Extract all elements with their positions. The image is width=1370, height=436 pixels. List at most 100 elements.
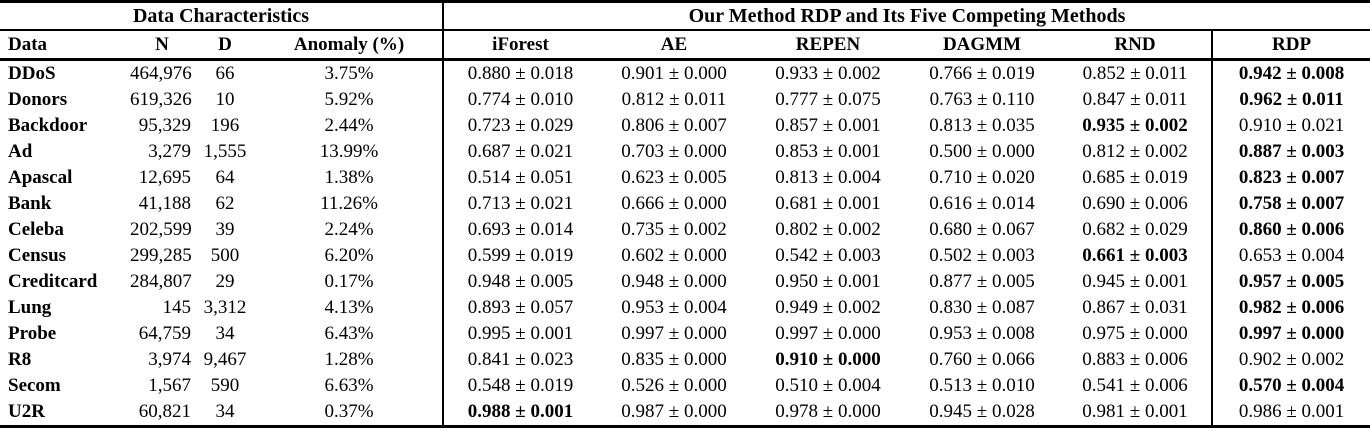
anomaly-cell: 6.63% — [256, 373, 444, 399]
n-cell: 299,285 — [130, 245, 192, 266]
rnd-score-cell: 0.661 ± 0.003 — [1059, 243, 1213, 269]
d-cell: 66 — [215, 63, 235, 84]
anomaly-cell: 1.28% — [256, 347, 444, 373]
rdp-score-cell: 0.902 ± 0.002 — [1238, 349, 1345, 370]
column-header-row: Data N D Anomaly (%) iForest AE REPEN DA… — [0, 30, 1370, 61]
d-cell: 500 — [210, 245, 240, 266]
rnd-score-cell: 0.935 ± 0.002 — [1059, 113, 1213, 139]
dagmm-score-cell: 0.680 ± 0.067 — [929, 219, 1035, 240]
iforest-score-cell: 0.599 ± 0.019 — [467, 245, 574, 266]
d-cell: 1,555 — [203, 141, 247, 162]
dataset-name-cell: Secom — [8, 375, 61, 396]
d-cell: 34 — [215, 323, 235, 344]
dagmm-score-cell: 0.877 ± 0.005 — [929, 271, 1035, 292]
n-cell: 464,976 — [130, 63, 192, 84]
dagmm-score-cell: 0.760 ± 0.066 — [929, 349, 1035, 370]
iforest-score-cell: 0.723 ± 0.029 — [467, 115, 574, 136]
table-row: Backdoor 95,329 196 2.44% 0.723 ± 0.029 … — [0, 113, 1370, 139]
iforest-score-cell: 0.514 ± 0.051 — [467, 167, 574, 188]
ae-score-cell: 0.526 ± 0.000 — [621, 375, 727, 396]
dagmm-score-cell: 0.953 ± 0.008 — [929, 323, 1035, 344]
repen-score-cell: 0.813 ± 0.004 — [775, 167, 881, 188]
iforest-score-cell: 0.893 ± 0.057 — [467, 297, 574, 318]
group-header-methods: Our Method RDP and Its Five Competing Me… — [443, 1, 1370, 31]
iforest-score-cell: 0.548 ± 0.019 — [467, 375, 574, 396]
table-row: U2R 60,821 34 0.37% 0.988 ± 0.001 0.987 … — [0, 399, 1370, 427]
iforest-score-cell: 0.988 ± 0.001 — [467, 401, 574, 422]
column-header-n: N — [130, 30, 194, 61]
anomaly-cell: 4.13% — [256, 295, 444, 321]
iforest-score-cell: 0.774 ± 0.010 — [467, 89, 574, 110]
anomaly-cell: 0.37% — [256, 399, 444, 427]
group-header-data-characteristics: Data Characteristics — [0, 1, 444, 31]
rnd-score-cell: 0.541 ± 0.006 — [1059, 373, 1213, 399]
repen-score-cell: 0.777 ± 0.075 — [775, 89, 881, 110]
ae-score-cell: 0.703 ± 0.000 — [621, 141, 727, 162]
table-row: Secom 1,567 590 6.63% 0.548 ± 0.019 0.52… — [0, 373, 1370, 399]
n-cell: 95,329 — [138, 115, 191, 136]
anomaly-cell: 2.44% — [256, 113, 444, 139]
dagmm-score-cell: 0.500 ± 0.000 — [929, 141, 1035, 162]
rnd-score-cell: 0.883 ± 0.006 — [1059, 347, 1213, 373]
n-cell: 1,567 — [148, 375, 191, 396]
d-cell: 29 — [215, 271, 235, 292]
anomaly-cell: 3.75% — [256, 59, 444, 87]
column-header-d: D — [194, 30, 256, 61]
dagmm-score-cell: 0.766 ± 0.019 — [929, 63, 1035, 84]
repen-score-cell: 0.510 ± 0.004 — [775, 375, 881, 396]
rdp-score-cell: 0.887 ± 0.003 — [1238, 141, 1345, 162]
iforest-score-cell: 0.693 ± 0.014 — [467, 219, 574, 240]
n-cell: 145 — [162, 297, 192, 318]
dagmm-score-cell: 0.813 ± 0.035 — [929, 115, 1035, 136]
dataset-name-cell: U2R — [8, 401, 45, 422]
n-cell: 284,807 — [130, 271, 192, 292]
anomaly-cell: 2.24% — [256, 217, 444, 243]
iforest-score-cell: 0.880 ± 0.018 — [467, 63, 574, 84]
anomaly-cell: 6.20% — [256, 243, 444, 269]
ae-score-cell: 0.812 ± 0.011 — [621, 89, 727, 110]
repen-score-cell: 0.802 ± 0.002 — [775, 219, 881, 240]
repen-score-cell: 0.949 ± 0.002 — [775, 297, 881, 318]
anomaly-cell: 11.26% — [256, 191, 444, 217]
column-header-data: Data — [0, 30, 130, 61]
rdp-score-cell: 0.962 ± 0.011 — [1239, 89, 1344, 110]
rdp-score-cell: 0.957 ± 0.005 — [1238, 271, 1345, 292]
ae-score-cell: 0.623 ± 0.005 — [621, 167, 727, 188]
rdp-score-cell: 0.982 ± 0.006 — [1238, 297, 1345, 318]
dagmm-score-cell: 0.502 ± 0.003 — [929, 245, 1035, 266]
n-cell: 60,821 — [138, 401, 191, 422]
anomaly-cell: 5.92% — [256, 87, 444, 113]
anomaly-cell: 1.38% — [256, 165, 444, 191]
ae-score-cell: 0.997 ± 0.000 — [621, 323, 727, 344]
rdp-score-cell: 0.860 ± 0.006 — [1238, 219, 1345, 240]
table-body: DDoS 464,976 66 3.75% 0.880 ± 0.018 0.90… — [0, 59, 1370, 427]
d-cell: 34 — [215, 401, 235, 422]
dataset-name-cell: Census — [8, 245, 67, 266]
iforest-score-cell: 0.841 ± 0.023 — [467, 349, 574, 370]
column-header-iforest: iForest — [443, 30, 597, 61]
table-row: Celeba 202,599 39 2.24% 0.693 ± 0.014 0.… — [0, 217, 1370, 243]
repen-score-cell: 0.997 ± 0.000 — [775, 323, 881, 344]
dagmm-score-cell: 0.830 ± 0.087 — [929, 297, 1035, 318]
ae-score-cell: 0.987 ± 0.000 — [621, 401, 727, 422]
n-cell: 41,188 — [138, 193, 191, 214]
iforest-score-cell: 0.995 ± 0.001 — [467, 323, 574, 344]
dataset-name-cell: Donors — [8, 89, 68, 110]
rnd-score-cell: 0.685 ± 0.019 — [1059, 165, 1213, 191]
d-cell: 9,467 — [203, 349, 247, 370]
iforest-score-cell: 0.713 ± 0.021 — [467, 193, 574, 214]
rnd-score-cell: 0.975 ± 0.000 — [1059, 321, 1213, 347]
group-header-row: Data Characteristics Our Method RDP and … — [0, 1, 1370, 31]
dataset-name-cell: Bank — [8, 193, 52, 214]
column-header-dagmm: DAGMM — [905, 30, 1059, 61]
d-cell: 3,312 — [203, 297, 247, 318]
rdp-score-cell: 0.942 ± 0.008 — [1238, 63, 1345, 84]
dagmm-score-cell: 0.513 ± 0.010 — [929, 375, 1035, 396]
repen-score-cell: 0.542 ± 0.003 — [775, 245, 881, 266]
n-cell: 64,759 — [138, 323, 191, 344]
ae-score-cell: 0.735 ± 0.002 — [621, 219, 727, 240]
repen-score-cell: 0.910 ± 0.000 — [775, 349, 881, 370]
table-row: Lung 145 3,312 4.13% 0.893 ± 0.057 0.953… — [0, 295, 1370, 321]
ae-score-cell: 0.666 ± 0.000 — [621, 193, 727, 214]
